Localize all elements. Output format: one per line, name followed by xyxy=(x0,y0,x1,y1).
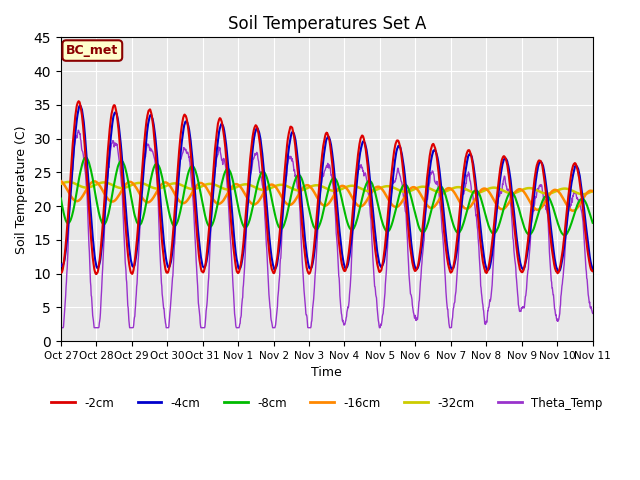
Legend: -2cm, -4cm, -8cm, -16cm, -32cm, Theta_Temp: -2cm, -4cm, -8cm, -16cm, -32cm, Theta_Te… xyxy=(47,392,607,414)
Y-axis label: Soil Temperature (C): Soil Temperature (C) xyxy=(15,125,28,253)
Text: BC_met: BC_met xyxy=(66,44,118,57)
X-axis label: Time: Time xyxy=(312,367,342,380)
Title: Soil Temperatures Set A: Soil Temperatures Set A xyxy=(228,15,426,33)
